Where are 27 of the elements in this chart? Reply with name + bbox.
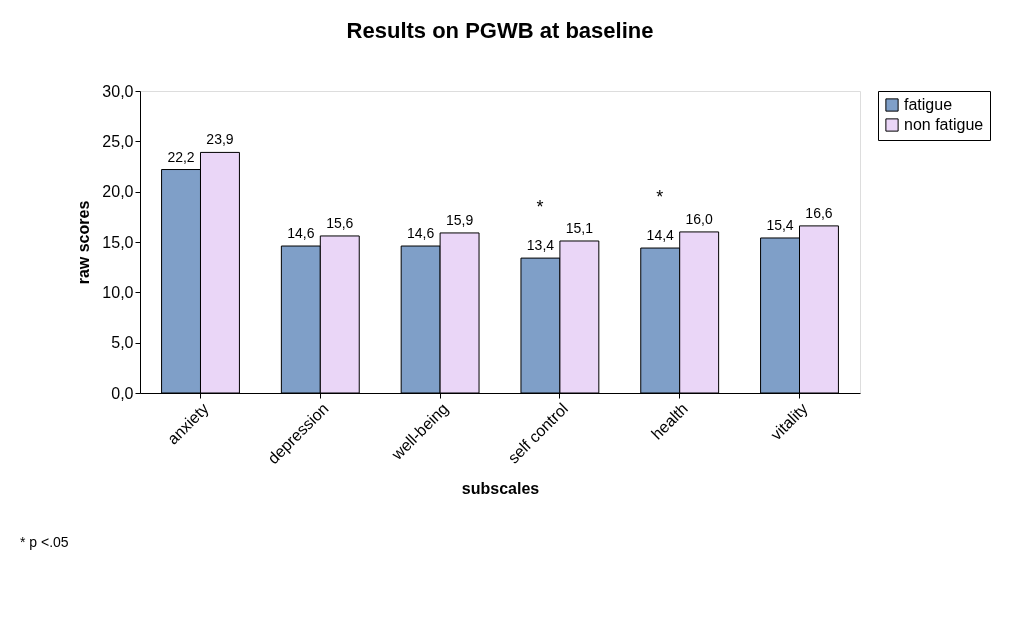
data-label: 14,6 — [407, 225, 435, 242]
text: * p <.05 — [20, 534, 69, 550]
y-tick-label: 20,0 — [102, 183, 134, 201]
annotation: * — [536, 197, 544, 218]
legend-label: fatigue — [904, 96, 953, 113]
annotation: * — [656, 187, 664, 208]
y-tick-label: 5,0 — [111, 334, 134, 352]
data-label: 14,6 — [287, 225, 315, 242]
data-label: 16,6 — [805, 204, 833, 221]
x-axis-title: subscales — [461, 480, 540, 498]
data-label: 15,4 — [766, 216, 794, 233]
legend-label: non fatigue — [904, 116, 984, 133]
data-label: 15,6 — [326, 214, 354, 231]
data-label: 14,4 — [646, 227, 675, 244]
y-axis-title: raw scores — [75, 200, 93, 285]
data-label: 15,1 — [565, 219, 594, 236]
y-tick-label: 15,0 — [102, 233, 134, 251]
y-tick-label: 30,0 — [102, 82, 134, 100]
data-label: 22,2 — [167, 148, 195, 165]
chart-title: Results on PGWB at baseline — [346, 18, 654, 43]
y-tick-label: 25,0 — [102, 132, 134, 150]
data-label: 23,9 — [206, 131, 234, 148]
data-label: 16,0 — [685, 210, 713, 227]
y-tick-label: 0,0 — [111, 384, 134, 402]
data-label: 15,9 — [445, 211, 474, 228]
y-tick-label: 10,0 — [102, 283, 134, 301]
data-label: 13,4 — [526, 237, 555, 254]
